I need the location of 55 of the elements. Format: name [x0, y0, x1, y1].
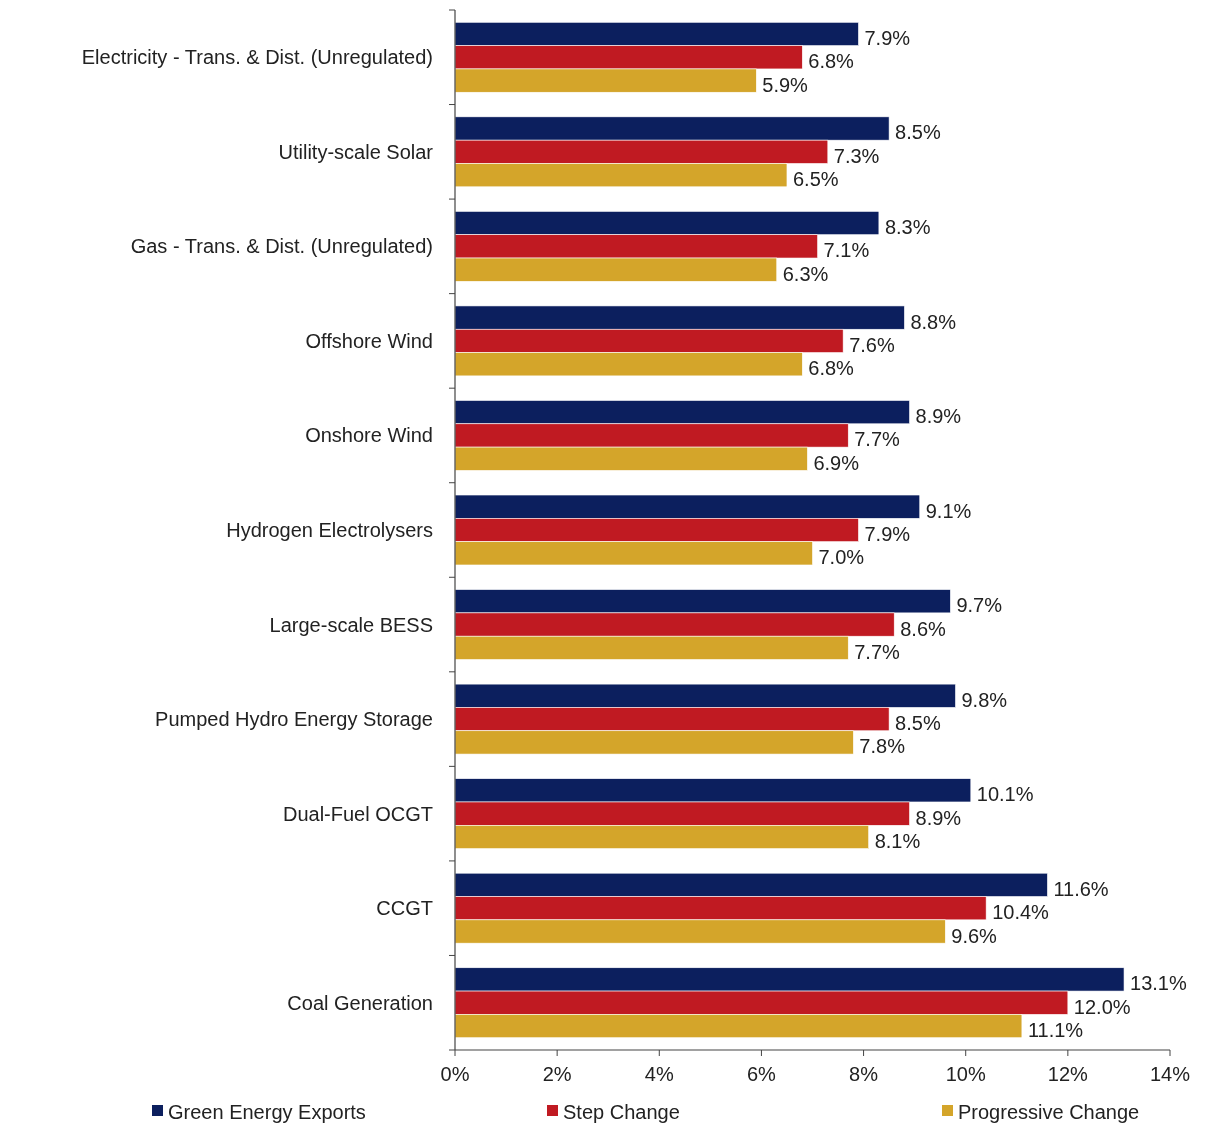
data-label: 9.6% — [951, 924, 998, 947]
x-tick-label: 2% — [542, 1063, 572, 1085]
y-tick-label: Electricity - Trans. & Dist. (Unregulated) — [81, 46, 433, 69]
data-label: 6.3% — [782, 262, 829, 285]
y-tick-label: Dual-Fuel OCGT — [282, 802, 433, 825]
data-label: 7.6% — [849, 333, 895, 356]
y-tick-label: CCGT — [376, 897, 433, 920]
data-label: 7.7% — [854, 428, 901, 451]
data-label: 11.6% — [1053, 877, 1109, 900]
data-label: 9.1% — [925, 499, 972, 522]
y-tick-label: Large-scale BESS — [269, 613, 433, 636]
y-tick-label: Hydrogen Electrolysers — [226, 519, 433, 541]
y-tick-label: Pumped Hydro Energy Storage — [155, 708, 433, 731]
x-tick-label: 12% — [1047, 1063, 1089, 1085]
y-tick-label: Offshore Wind — [305, 329, 433, 352]
data-label: 9.7% — [956, 594, 1003, 617]
data-label: 6.5% — [792, 168, 839, 191]
x-tick-label: 4% — [644, 1063, 674, 1085]
data-label: 6.8% — [808, 50, 855, 73]
data-label: 8.8% — [910, 310, 957, 333]
y-tick-label: Gas - Trans. & Dist. (Unregulated) — [130, 235, 433, 258]
data-label: 7.9% — [864, 523, 911, 545]
data-label: 6.9% — [813, 451, 860, 474]
data-label: 9.8% — [961, 688, 1008, 711]
data-label: 11.1% — [1027, 1019, 1084, 1042]
data-label: 5.9% — [762, 73, 809, 96]
y-tick-label: Onshore Wind — [305, 424, 433, 447]
data-label: 12.0% — [1073, 995, 1131, 1018]
x-tick-label: 8% — [849, 1063, 879, 1085]
legend-label: Step Change — [563, 1101, 680, 1123]
data-label: 10.1% — [976, 783, 1034, 806]
data-label: 8.6% — [900, 617, 947, 640]
data-label: 13.1% — [1130, 972, 1187, 995]
data-label: 8.5% — [895, 121, 941, 144]
legend-label: Progressive Change — [958, 1101, 1140, 1123]
data-label: 6.8% — [808, 357, 855, 380]
data-label: 8.1% — [874, 829, 921, 852]
x-tick-label: 6% — [746, 1063, 777, 1085]
data-label: 8.9% — [915, 806, 962, 829]
y-tick-label: Utility-scale Solar — [278, 140, 434, 163]
x-tick-label: 14% — [1149, 1063, 1191, 1085]
y-tick-label: Coal Generation — [287, 991, 433, 1014]
data-label: 7.1% — [823, 239, 870, 262]
data-label: 8.5% — [895, 712, 941, 735]
data-label: 10.4% — [992, 901, 1050, 924]
x-tick-label: 10% — [945, 1063, 986, 1085]
data-label: 7.3% — [833, 144, 880, 167]
data-label: 7.0% — [818, 546, 865, 569]
legend-label: Green Energy Exports — [168, 1101, 366, 1123]
data-label: 7.7% — [854, 640, 901, 663]
data-label: 7.8% — [859, 735, 906, 758]
data-label: 8.9% — [915, 405, 962, 428]
x-tick-label: 0% — [440, 1063, 470, 1085]
data-label: 7.9% — [864, 26, 911, 49]
data-label: 8.3% — [884, 216, 931, 239]
